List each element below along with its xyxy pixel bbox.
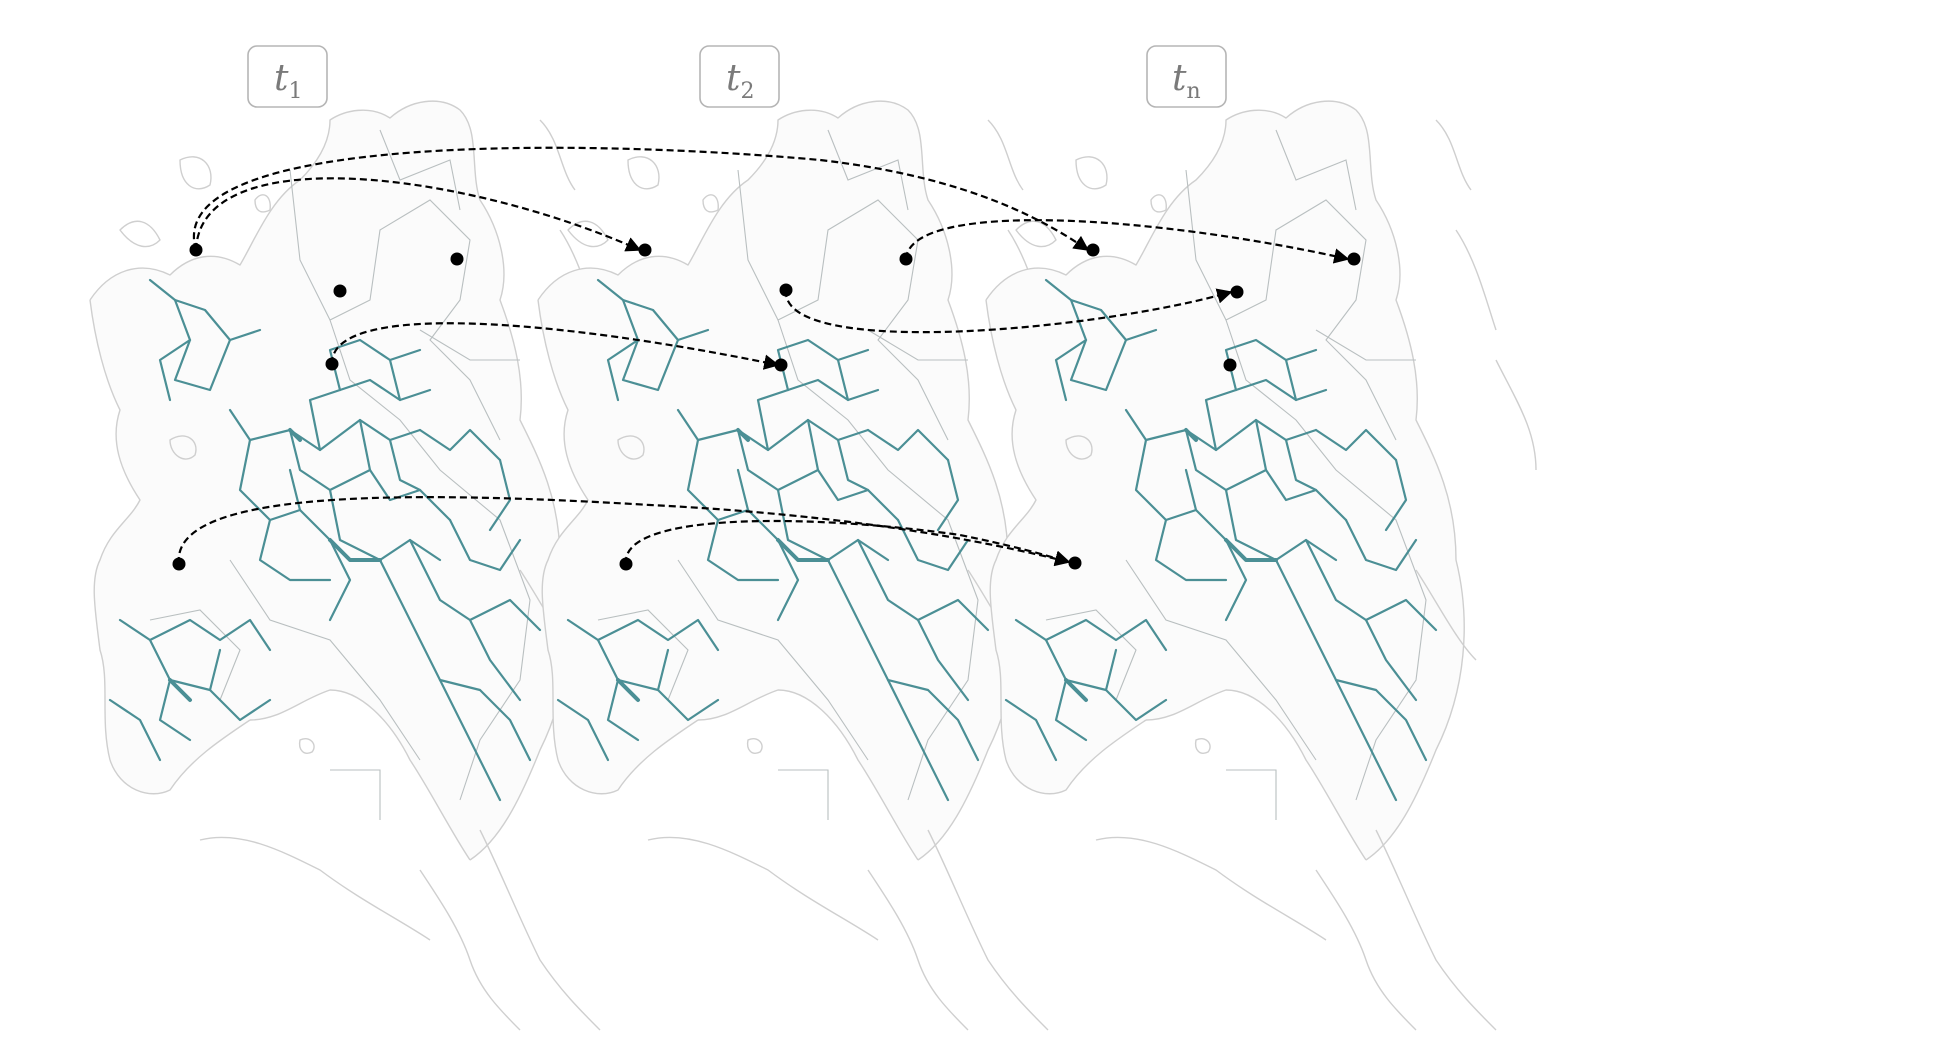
arrow-t1-a-to-tn [192, 146, 1090, 251]
node-tn-southwest [1068, 556, 1082, 570]
arrow-t2-d-to-tn [784, 288, 1233, 334]
node-t1-west [189, 243, 203, 257]
arrow-t2-b-to-tn [904, 219, 1350, 264]
time-label-tn-subscript: n [1186, 79, 1200, 104]
node-t2-center [774, 358, 788, 372]
node-tn-west [1086, 243, 1100, 257]
time-label-t1-letter: t [274, 58, 289, 99]
node-t1-center [325, 357, 339, 371]
time-label-t2-subscript: 2 [740, 79, 754, 104]
arrow-t1-a-to-t2 [194, 177, 642, 252]
arrow-t1-c-to-t2 [330, 322, 780, 370]
svg-text:tn: tn [1172, 58, 1201, 104]
node-tn-center [1223, 358, 1237, 372]
node-t1-north [333, 284, 347, 298]
node-tn-north [1230, 285, 1244, 299]
arrow-t2-e-to-tn [624, 519, 1071, 566]
transition-arrows [177, 146, 1350, 567]
node-t2-north [779, 283, 793, 297]
time-label-tn-letter: t [1172, 58, 1187, 99]
svg-text:t1: t1 [274, 58, 302, 104]
nodes [172, 243, 1361, 571]
node-t2-west [638, 243, 652, 257]
time-label-t1: t1 [247, 45, 328, 108]
svg-text:t2: t2 [726, 58, 754, 104]
node-tn-northeast [1347, 252, 1361, 266]
node-t2-northeast [899, 252, 913, 266]
node-t2-southwest [619, 557, 633, 571]
time-label-t2: t2 [699, 45, 780, 108]
map-panel-tn [984, 99, 1538, 1032]
node-t1-southwest [172, 557, 186, 571]
node-t1-northeast [450, 252, 464, 266]
time-label-t2-letter: t [726, 58, 741, 99]
time-label-t1-subscript: 1 [288, 79, 302, 104]
time-label-tn: tn [1146, 45, 1227, 108]
